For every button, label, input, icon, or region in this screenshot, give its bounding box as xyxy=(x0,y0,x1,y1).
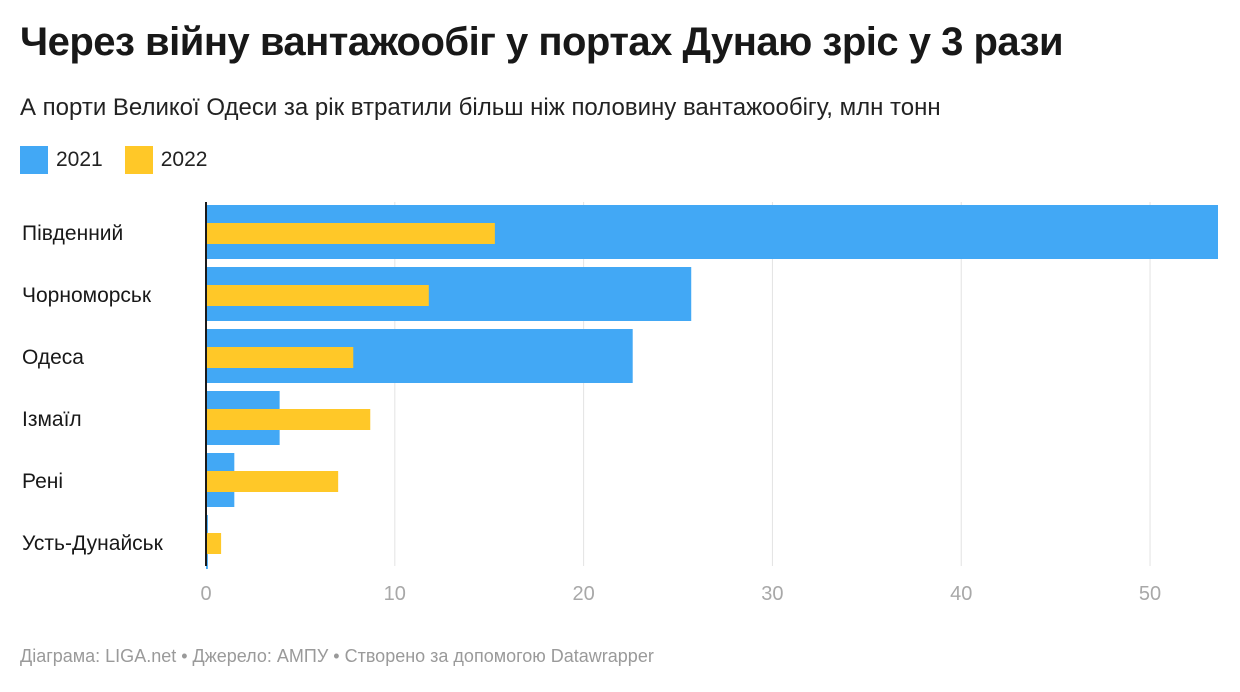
bar-2021-top xyxy=(206,391,280,409)
bar-2022 xyxy=(206,223,495,244)
legend-label-2021: 2021 xyxy=(56,148,103,171)
bar-2022 xyxy=(206,409,371,430)
bar-2021-top xyxy=(206,329,633,347)
x-tick-label: 50 xyxy=(1139,583,1161,605)
bar-2021-bottom xyxy=(206,365,633,383)
x-tick-label: 30 xyxy=(761,583,783,605)
chart-subtitle: А порти Великої Одеси за рік втратили бі… xyxy=(20,94,941,121)
chart-footer: Діаграма: LIGA.net • Джерело: АМПУ • Ств… xyxy=(20,646,654,666)
bar-2021-top xyxy=(206,453,235,471)
x-tick-label: 0 xyxy=(200,583,211,605)
bar-2022 xyxy=(206,347,354,368)
category-label: Усть-Дунайськ xyxy=(22,532,164,555)
bar-2021-top xyxy=(206,267,692,285)
legend-item-2021: 2021 xyxy=(20,146,103,174)
legend: 2021 2022 xyxy=(20,146,207,174)
bar-2021-bottom xyxy=(206,427,280,445)
legend-swatch-2021 xyxy=(20,146,48,174)
x-tick-label: 20 xyxy=(572,583,594,605)
legend-swatch-2022 xyxy=(124,146,153,174)
category-label: Південний xyxy=(22,222,123,245)
bar-2021-bottom xyxy=(206,303,692,321)
bar-2022 xyxy=(206,533,222,554)
bar-2022 xyxy=(206,285,429,306)
x-tick-label: 10 xyxy=(384,583,406,605)
bar-chart: 0 10 20 30 40 50 Південний Чорноморськ Одеса Ізма… xyxy=(22,202,1218,605)
category-label: Одеса xyxy=(22,346,84,369)
bar-2021-bottom xyxy=(206,241,1218,259)
bar-2021-top xyxy=(206,205,1218,223)
legend-label-2022: 2022 xyxy=(160,148,208,171)
chart-title: Через війну вантажообіг у портах Дунаю з… xyxy=(20,20,1064,64)
bar-2021-bottom xyxy=(206,489,235,507)
bar-2022 xyxy=(206,471,339,492)
category-label: Рені xyxy=(22,470,63,493)
x-tick-label: 40 xyxy=(950,583,972,605)
category-label: Ізмаїл xyxy=(22,408,82,431)
category-label: Чорноморськ xyxy=(22,284,152,307)
legend-item-2022: 2022 xyxy=(124,146,208,174)
